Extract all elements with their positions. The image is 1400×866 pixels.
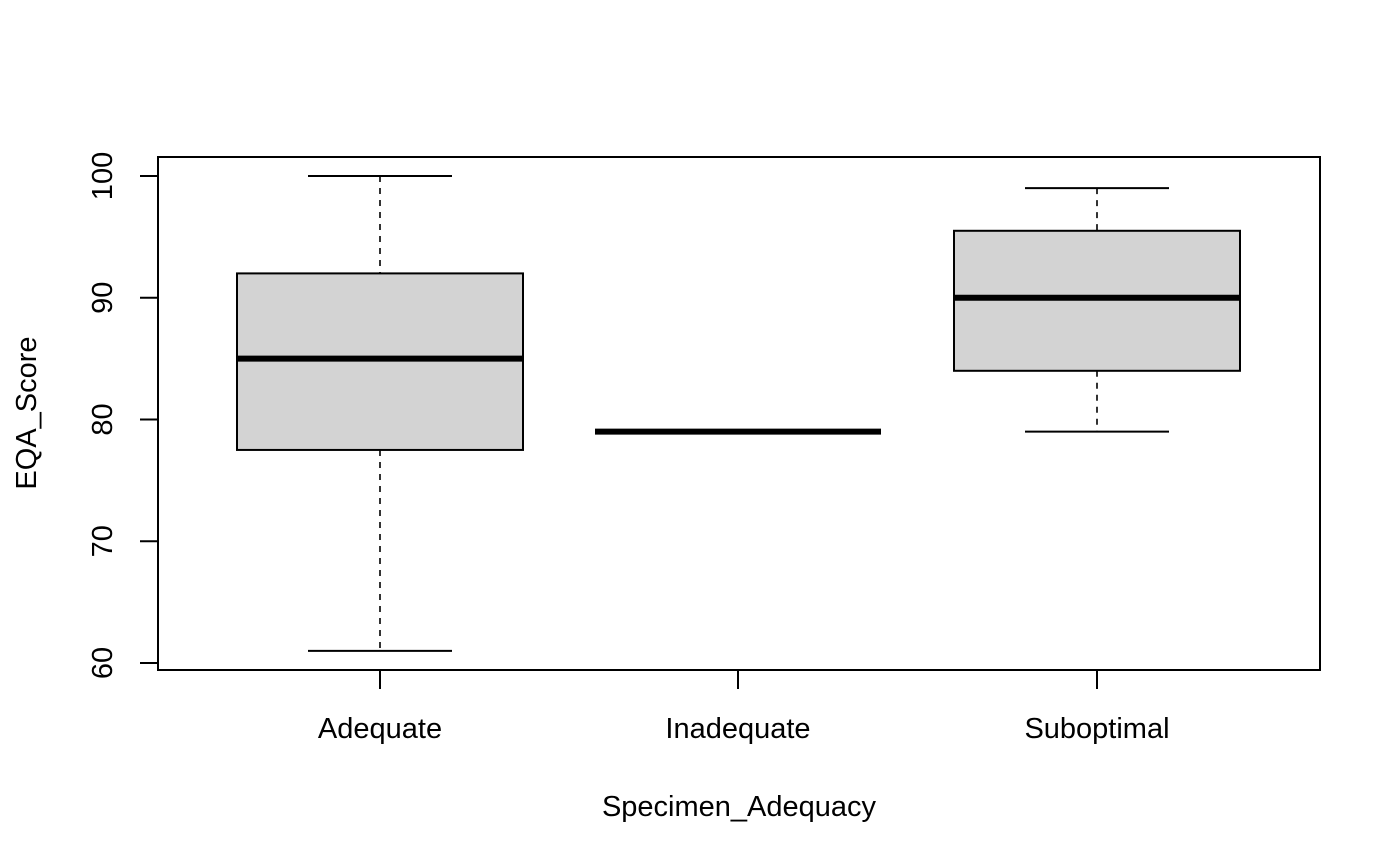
y-tick-label: 80 (87, 403, 119, 435)
box-series (236, 175, 1241, 652)
y-axis: 60 70 80 90 100 (87, 152, 159, 679)
y-axis-title: EQA_Score (11, 336, 43, 489)
iqr-box (236, 272, 524, 451)
y-tick-label: 60 (87, 647, 119, 679)
x-axis-title: Specimen_Adequacy (602, 791, 877, 823)
x-tick-label: Adequate (318, 713, 442, 745)
x-axis: Adequate Inadequate Suboptimal (318, 669, 1170, 745)
y-tick-label: 100 (87, 152, 119, 200)
y-tick-label: 70 (87, 525, 119, 557)
box-suboptimal (953, 187, 1241, 433)
x-tick-label: Inadequate (665, 713, 810, 745)
iqr-box (953, 229, 1241, 372)
y-tick-label: 90 (87, 282, 119, 314)
x-tick-label: Suboptimal (1024, 713, 1169, 745)
box-adequate (236, 175, 524, 652)
